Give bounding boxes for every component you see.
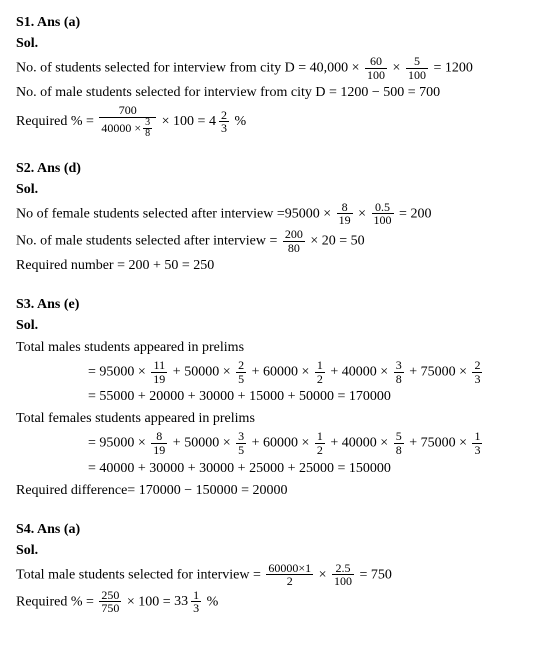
s1-heading: S1. Ans (a) — [16, 12, 537, 33]
s2-line3: Required number = 200 + 50 = 250 — [16, 255, 537, 276]
text: + 75000 × — [409, 436, 470, 451]
text: Required % = — [16, 114, 97, 129]
text: + 50000 × — [173, 436, 234, 451]
fraction: 1119 — [151, 359, 167, 385]
solution-3: S3. Ans (e) Sol. Total males students ap… — [16, 294, 537, 500]
inner-fraction: 38 — [143, 118, 152, 140]
text: = 1200 — [433, 60, 472, 75]
fraction: 13 — [472, 430, 482, 456]
s1-line1: No. of students selected for interview f… — [16, 55, 537, 81]
fraction: 58 — [394, 430, 404, 456]
fraction: 700 40000 ×38 — [99, 104, 156, 140]
fraction: 5100 — [406, 55, 428, 81]
solution-2: S2. Ans (d) Sol. No of female students s… — [16, 158, 537, 276]
text: Total male students selected for intervi… — [16, 567, 264, 582]
s3-heading: S3. Ans (e) — [16, 294, 537, 315]
text: = 200 — [399, 206, 431, 221]
fraction: 12 — [315, 359, 325, 385]
fraction: 35 — [236, 430, 246, 456]
s1-line3: Required % = 700 40000 ×38 × 100 = 423 % — [16, 104, 537, 140]
text: No. of students selected for interview f… — [16, 60, 363, 75]
text: × 100 = — [162, 114, 209, 129]
fraction: 250750 — [99, 589, 121, 615]
s2-heading: S2. Ans (d) — [16, 158, 537, 179]
s3-line4: Total females students appeared in preli… — [16, 408, 537, 429]
mixed-number: 3313 — [174, 589, 203, 615]
s3-line2: = 95000 × 1119 + 50000 × 25 + 60000 × 12… — [88, 359, 537, 385]
text: = 750 — [360, 567, 392, 582]
s4-heading: S4. Ans (a) — [16, 519, 537, 540]
text: + 60000 × — [252, 364, 313, 379]
s2-line2: No. of male students selected after inte… — [16, 228, 537, 254]
s1-line2: No. of male students selected for interv… — [16, 82, 537, 103]
mixed-number: 423 — [209, 109, 231, 135]
fraction: 819 — [337, 201, 353, 227]
s3-line3: = 55000 + 20000 + 30000 + 15000 + 50000 … — [88, 386, 537, 407]
fraction: 20080 — [283, 228, 305, 254]
s4-line2: Required % = 250750 × 100 = 3313 % — [16, 589, 537, 615]
s3-line7: Required difference= 170000 − 150000 = 2… — [16, 480, 537, 501]
fraction: 0.5100 — [372, 201, 394, 227]
text: × — [358, 206, 369, 221]
fraction: 819 — [151, 430, 167, 456]
fraction: 12 — [315, 430, 325, 456]
solution-4: S4. Ans (a) Sol. Total male students sel… — [16, 519, 537, 615]
text: = 95000 × — [88, 364, 149, 379]
text: × — [393, 60, 404, 75]
s3-line5: = 95000 × 819 + 50000 × 35 + 60000 × 12 … — [88, 430, 537, 456]
text: % — [234, 114, 246, 129]
solution-1: S1. Ans (a) Sol. No. of students selecte… — [16, 12, 537, 140]
fraction: 60000×12 — [266, 562, 313, 588]
text: = 95000 × — [88, 436, 149, 451]
text: + 60000 × — [252, 436, 313, 451]
text: Required % = — [16, 594, 97, 609]
s2-line1: No of female students selected after int… — [16, 201, 537, 227]
fraction: 60100 — [365, 55, 387, 81]
s3-sol: Sol. — [16, 315, 537, 336]
text: + 40000 × — [330, 436, 391, 451]
s4-line1: Total male students selected for intervi… — [16, 562, 537, 588]
text: × 20 = 50 — [310, 233, 364, 248]
text: + 40000 × — [330, 364, 391, 379]
text: + 75000 × — [409, 364, 470, 379]
s4-sol: Sol. — [16, 540, 537, 561]
s3-line6: = 40000 + 30000 + 30000 + 25000 + 25000 … — [88, 458, 537, 479]
text: % — [207, 594, 219, 609]
text: × — [319, 567, 330, 582]
fraction: 25 — [236, 359, 246, 385]
s2-sol: Sol. — [16, 179, 537, 200]
s1-sol: Sol. — [16, 33, 537, 54]
text: + 50000 × — [173, 364, 234, 379]
fraction: 2.5100 — [332, 562, 354, 588]
text: No. of male students selected after inte… — [16, 233, 281, 248]
text: × 100 = — [127, 594, 174, 609]
s3-line1: Total males students appeared in prelims — [16, 337, 537, 358]
fraction: 38 — [394, 359, 404, 385]
text: No of female students selected after int… — [16, 206, 335, 221]
fraction: 23 — [472, 359, 482, 385]
